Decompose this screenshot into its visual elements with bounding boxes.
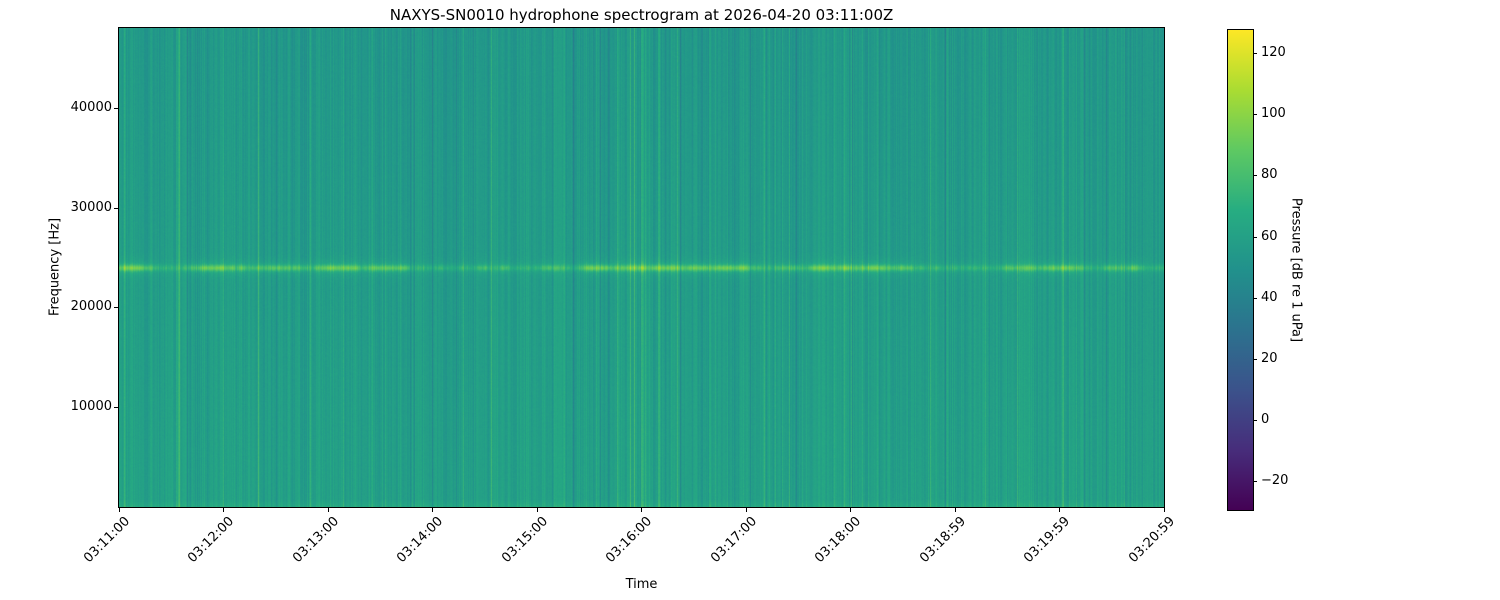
x-tick-mark: [327, 508, 329, 512]
colorbar-tick-label: 40: [1261, 289, 1278, 305]
colorbar-tick-mark: [1253, 358, 1257, 360]
x-tick-mark: [954, 508, 956, 512]
colorbar-tick-mark: [1253, 236, 1257, 238]
plot-area: [118, 27, 1165, 508]
y-tick-label: 20000: [70, 299, 112, 315]
x-tick-label: 03:18:59: [916, 514, 969, 566]
colorbar-tick-label: 80: [1261, 167, 1278, 183]
x-tick-mark: [641, 508, 642, 512]
x-tick-mark: [745, 508, 747, 512]
x-tick-mark: [1163, 508, 1165, 512]
colorbar-tick-mark: [1253, 480, 1257, 482]
chart-title: NAXYS-SN0010 hydrophone spectrogram at 2…: [389, 6, 894, 24]
colorbar: [1227, 29, 1254, 511]
colorbar-tick-label: 120: [1261, 45, 1286, 61]
colorbar-tick-label: 20: [1261, 350, 1278, 366]
y-tick-label: 10000: [70, 399, 112, 415]
x-tick-mark: [850, 508, 851, 512]
y-tick-mark: [114, 307, 118, 309]
x-tick-mark: [1059, 508, 1060, 512]
y-tick-mark: [114, 107, 118, 109]
x-tick-label: 03:17:00: [707, 514, 760, 566]
spectrogram-heatmap: [119, 28, 1164, 507]
y-tick-label: 30000: [70, 199, 112, 215]
colorbar-tick-mark: [1253, 53, 1257, 55]
x-tick-label: 03:18:00: [812, 514, 865, 566]
x-axis-label: Time: [625, 577, 658, 592]
colorbar-tick-label: 60: [1261, 228, 1278, 244]
colorbar-tick-mark: [1253, 114, 1257, 116]
x-tick-mark: [432, 508, 433, 512]
x-tick-label: 03:12:00: [185, 514, 238, 566]
colorbar-tick-label: 0: [1261, 411, 1270, 427]
x-tick-label: 03:11:00: [80, 514, 133, 566]
x-tick-mark: [536, 508, 538, 512]
x-tick-mark: [223, 508, 224, 512]
x-tick-label: 03:19:59: [1021, 514, 1074, 566]
colorbar-tick-mark: [1253, 297, 1257, 299]
x-tick-label: 03:13:00: [289, 514, 342, 566]
x-tick-mark: [118, 508, 120, 512]
x-tick-label: 03:15:00: [498, 514, 551, 566]
colorbar-tick-mark: [1253, 175, 1257, 177]
y-tick-mark: [114, 407, 118, 409]
colorbar-tick-label: 100: [1261, 106, 1286, 122]
x-tick-label: 03:16:00: [603, 514, 656, 566]
y-tick-label: 40000: [70, 99, 112, 115]
colorbar-tick-mark: [1253, 419, 1257, 421]
y-tick-mark: [114, 207, 118, 209]
colorbar-tick-label: −20: [1261, 472, 1289, 488]
x-tick-label: 03:14:00: [394, 514, 447, 566]
colorbar-gradient: [1228, 30, 1253, 510]
x-tick-label: 03:20:59: [1125, 514, 1178, 566]
colorbar-label: Pressure [dB re 1 uPa]: [1288, 197, 1304, 343]
